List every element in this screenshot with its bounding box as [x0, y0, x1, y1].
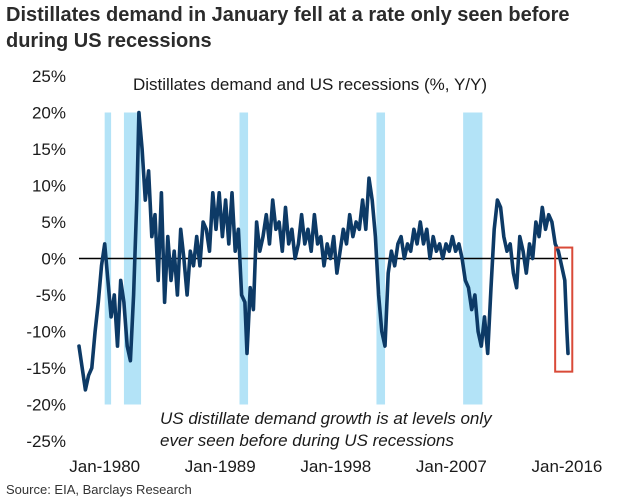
highlight-box [554, 246, 574, 373]
x-tick-label: Jan-2016 [531, 457, 602, 476]
y-tick-label: 0% [41, 250, 66, 269]
x-tick-label: Jan-2007 [416, 457, 487, 476]
y-tick-label: -25% [26, 432, 66, 451]
x-axis: Jan-1980 Jan-1989 Jan-1998 Jan-2007 Jan-2016 [69, 457, 602, 476]
y-tick-label: -15% [26, 359, 66, 378]
y-tick-label: 25% [32, 67, 66, 86]
y-tick-label: 15% [32, 140, 66, 159]
series-line-1 [77, 110, 570, 392]
chart-title: Distillates demand and US recessions (%,… [133, 75, 487, 94]
y-tick-label: -20% [26, 396, 66, 415]
x-tick-label: Jan-1980 [69, 457, 140, 476]
page-title: Distillates demand in January fell at a … [6, 4, 570, 52]
series-line-group [77, 110, 570, 392]
x-tick-label: Jan-1998 [300, 457, 371, 476]
annotation-line-1: US distillate demand growth is at levels… [160, 409, 493, 428]
y-tick-label: -5% [36, 286, 66, 305]
y-tick-label: -10% [26, 323, 66, 342]
y-tick-label: 5% [41, 213, 66, 232]
source-note: Source: EIA, Barclays Research [6, 482, 192, 497]
annotation-line-2: ever seen before during US recessions [160, 431, 454, 450]
chart: 25% 20% 15% 10% 5% 0% -5% -10% -15% -20% -25% Jan-… [26, 67, 602, 476]
y-tick-label: 10% [32, 177, 66, 196]
y-tick-label: 20% [32, 104, 66, 123]
y-axis: 25% 20% 15% 10% 5% 0% -5% -10% -15% -20% -25% [26, 67, 66, 451]
x-tick-label: Jan-1989 [185, 457, 256, 476]
